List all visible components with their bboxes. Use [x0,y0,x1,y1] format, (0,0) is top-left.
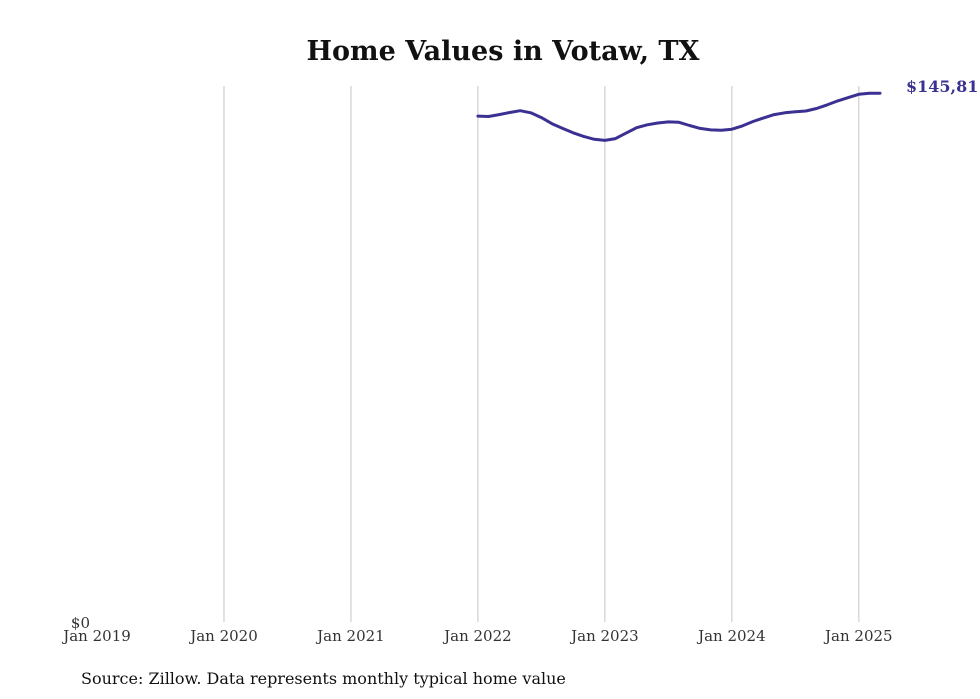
y-axis-ticks: $0 [71,614,90,632]
end-value-label: $145,81 [906,77,978,96]
x-tick-label: Jan 2021 [315,627,385,645]
chart-title: Home Values in Votaw, TX [307,36,700,67]
y-tick-label: $0 [71,614,90,632]
x-tick-label: Jan 2020 [188,627,258,645]
x-tick-label: Jan 2022 [442,627,512,645]
x-axis-ticks: Jan 2019 Jan 2020 Jan 2021 Jan 2022 Jan 2023… [61,627,892,645]
series-layer: $145,81 [476,77,978,142]
x-tick-label: Jan 2024 [696,627,766,645]
series-line [476,91,882,142]
x-tick-label: Jan 2019 [61,627,131,645]
x-tick-label: Jan 2025 [823,627,893,645]
source-note: Source: Zillow. Data represents monthly … [81,669,566,688]
x-tick-label: Jan 2023 [569,627,639,645]
vertical-gridlines [223,86,860,622]
